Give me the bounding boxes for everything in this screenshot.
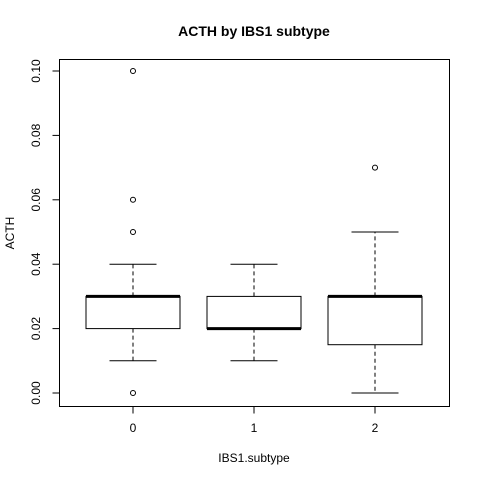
chart-title: ACTH by IBS1 subtype: [178, 23, 330, 39]
x-tick-label-0: 0: [130, 421, 137, 435]
y-tick-label-1: 0.02: [29, 317, 43, 341]
box-group-0: [85, 68, 181, 396]
box-2: [327, 295, 423, 346]
y-tick-label-2: 0.04: [29, 252, 43, 276]
outlier-2-0: [372, 164, 378, 171]
outlier-0-2: [130, 196, 136, 203]
outlier-0-0: [130, 390, 136, 396]
x-tick-label-2: 2: [372, 421, 379, 435]
y-tick-label-4: 0.08: [29, 123, 43, 147]
plot-frame: [59, 59, 450, 407]
x-axis: 0 1 2: [130, 406, 379, 435]
outlier-0-3: [130, 68, 136, 74]
boxes-layer: [85, 68, 423, 396]
y-tick-label-5: 0.10: [29, 59, 43, 83]
y-tick-label-0: 0.00: [29, 381, 43, 405]
y-axis: 0.00 0.02 0.04 0.06 0.08 0.10: [29, 59, 60, 405]
box-0: [85, 295, 181, 330]
outlier-0-1: [130, 229, 136, 235]
box-group-2: [327, 164, 423, 394]
y-tick-label-3: 0.06: [29, 188, 43, 212]
x-axis-label: IBS1.subtype: [218, 451, 290, 465]
box-1: [206, 295, 302, 330]
y-axis-label: ACTH: [3, 217, 17, 250]
box-group-1: [206, 263, 302, 362]
x-tick-label-1: 1: [251, 421, 258, 435]
